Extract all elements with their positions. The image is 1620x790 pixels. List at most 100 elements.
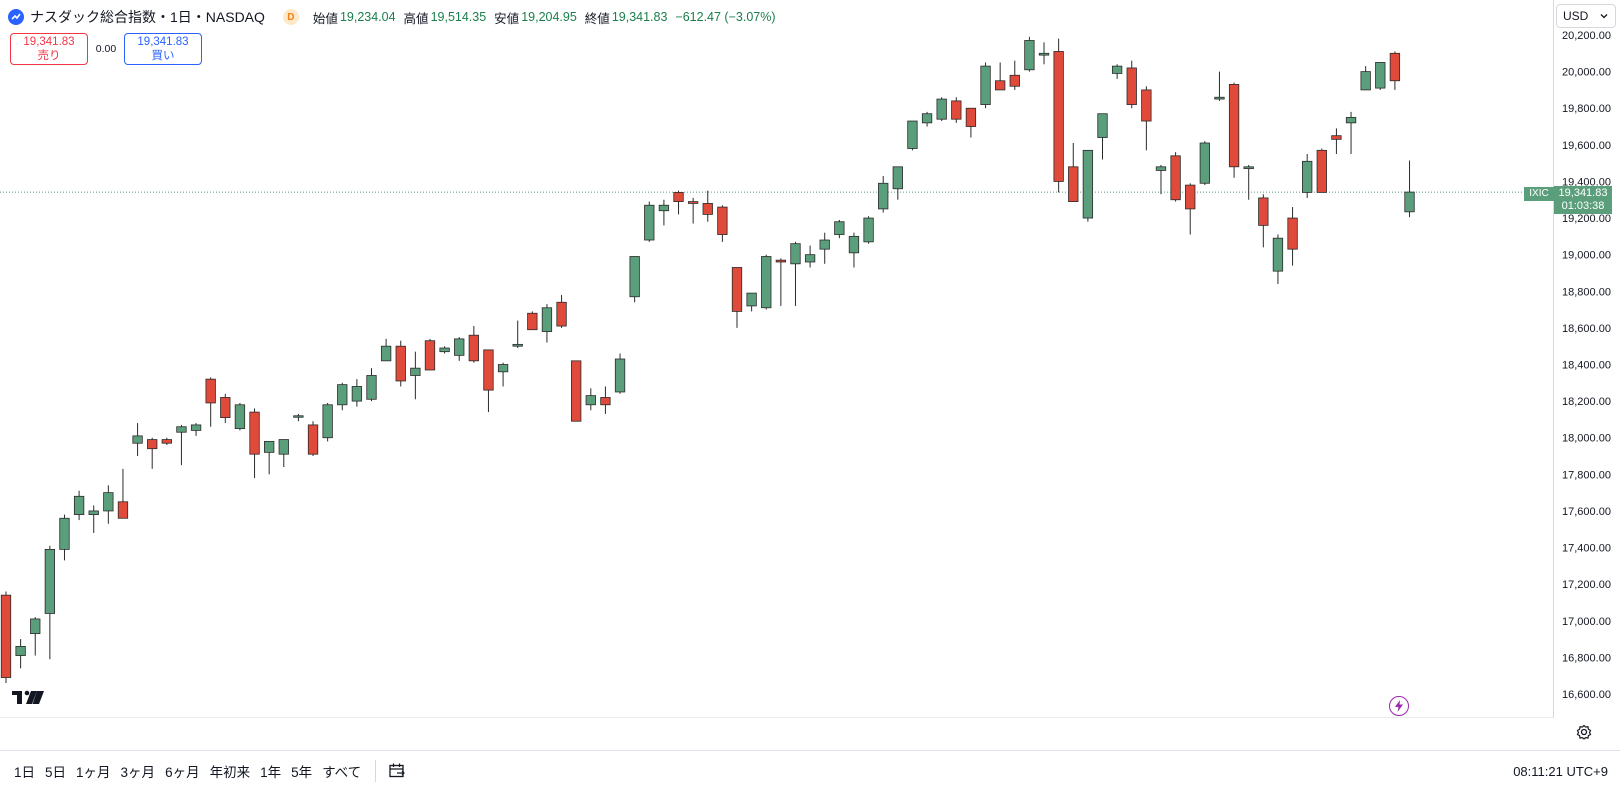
candle [731, 267, 743, 328]
candle [1038, 42, 1050, 65]
candle-body [161, 439, 172, 444]
candle [1024, 36, 1035, 72]
candle [117, 468, 129, 519]
candle [951, 97, 962, 123]
data-badge[interactable]: D [282, 9, 299, 25]
candle [571, 360, 582, 422]
candle-body [1038, 52, 1050, 56]
candle [307, 421, 319, 457]
high-label: 高値 [403, 11, 429, 26]
gear-icon[interactable] [1574, 722, 1594, 742]
range-ytd[interactable]: 年初来 [209, 765, 251, 780]
candle-body [117, 501, 129, 519]
candle [1082, 149, 1094, 222]
candle [190, 423, 202, 436]
y-tick-label: 18,200.00 [1562, 396, 1611, 408]
candle [30, 617, 41, 656]
candle-body [1258, 197, 1269, 226]
candle [249, 408, 260, 478]
candle-body [965, 107, 977, 127]
candle-body [1375, 62, 1386, 89]
candle-body [1141, 89, 1152, 122]
candle-body [59, 517, 70, 550]
candle [878, 175, 889, 213]
candle-body [717, 206, 728, 235]
tv-logo[interactable] [12, 688, 44, 711]
buy-price: 19,341.83 [137, 36, 189, 48]
range-3m[interactable]: 3ヶ月 [120, 765, 156, 780]
candle [1170, 152, 1181, 202]
calendar-icon[interactable] [386, 760, 408, 782]
candle-body [380, 345, 392, 362]
chart-area[interactable]: 16,600.00 16,800.00 17,000.00 17,200.00 17,4… [0, 0, 1611, 718]
candle-body [103, 492, 114, 512]
candle-body [702, 203, 713, 215]
candle [1360, 66, 1371, 91]
y-tick-label: 18,600.00 [1562, 323, 1611, 335]
sell-button[interactable]: 19,341.83 売り [10, 33, 88, 65]
candle [1155, 164, 1167, 195]
buy-label: 買い [151, 50, 175, 62]
candle [410, 351, 421, 400]
bottom-toolbar: 1日 5日 1ヶ月 3ヶ月 6ヶ月 年初来 1年 5年 すべて 08:11:21… [0, 750, 1620, 790]
candle-body [1009, 74, 1020, 87]
candle-body [907, 120, 918, 149]
bolt-icon[interactable] [1389, 696, 1409, 716]
sell-price: 19,341.83 [23, 36, 75, 48]
candle-body [921, 113, 933, 124]
candle [337, 382, 348, 411]
candle [88, 505, 99, 533]
candle [205, 377, 216, 427]
candle [1068, 143, 1079, 202]
candle [293, 413, 304, 422]
candle-body [1345, 116, 1357, 124]
range-1m[interactable]: 1ヶ月 [76, 765, 111, 780]
candle-body [614, 358, 626, 393]
candle [644, 201, 655, 242]
candle [1404, 160, 1415, 218]
candlestick-chart[interactable]: 16,600.00 16,800.00 17,000.00 17,200.00 17,4… [0, 0, 1620, 718]
y-tick-label: 16,800.00 [1562, 652, 1611, 664]
candle [103, 485, 114, 524]
candle-body [0, 594, 12, 678]
range-5y[interactable]: 5年 [291, 765, 313, 780]
candle-body [673, 192, 684, 202]
candle-body [1024, 40, 1035, 71]
candle [790, 241, 801, 306]
range-5d[interactable]: 5日 [45, 765, 67, 780]
candle [673, 190, 684, 215]
candle-body [1170, 155, 1181, 201]
candle-body [878, 182, 889, 210]
candle-body [322, 404, 333, 439]
candle [600, 386, 611, 414]
candle-body [585, 395, 596, 406]
candle [161, 437, 172, 446]
buy-button[interactable]: 19,341.83 買い [124, 33, 202, 65]
y-tick-label: 18,000.00 [1562, 433, 1611, 445]
range-1d[interactable]: 1日 [14, 765, 36, 780]
candle-body [1302, 160, 1313, 193]
y-tick-label: 17,400.00 [1562, 543, 1611, 555]
range-6m[interactable]: 6ヶ月 [165, 765, 200, 780]
candle-body [424, 340, 436, 371]
currency-selector[interactable]: USD [1556, 4, 1616, 28]
symbol-title[interactable]: ナスダック総合指数・1日・NASDAQ [30, 9, 265, 25]
range-all[interactable]: すべて [322, 765, 362, 780]
candle [1097, 113, 1108, 160]
y-tick-label: 17,200.00 [1562, 579, 1611, 591]
candle-body [1185, 184, 1196, 210]
range-1y[interactable]: 1年 [260, 765, 282, 780]
y-tick-label: 18,800.00 [1562, 286, 1611, 298]
candle [264, 440, 275, 475]
candle-body [366, 375, 377, 400]
candle-body [995, 80, 1006, 91]
candle [44, 545, 56, 660]
candle [1126, 60, 1137, 109]
current-price-tag: 19,341.83 01:03:38 [1554, 186, 1612, 214]
candle-body [512, 343, 523, 347]
logo-icon[interactable] [8, 9, 24, 25]
candle-body [497, 364, 509, 373]
candle-body [527, 312, 538, 331]
candle [1053, 38, 1064, 193]
candle-body [804, 254, 816, 263]
